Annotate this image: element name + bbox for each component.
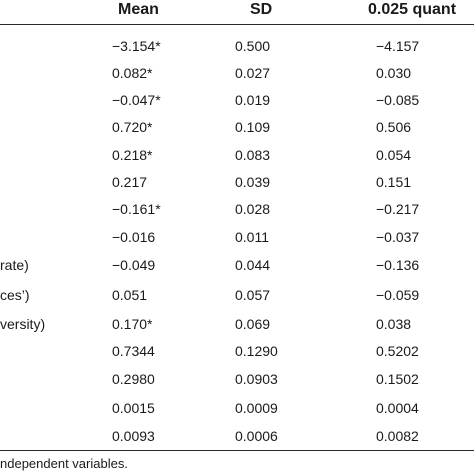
cell-mean: 0.7344 [112,343,155,359]
top-rule [0,24,474,25]
cell-quantile: 0.038 [376,316,412,332]
table-row: 0.2980 0.0903 0.1502 [0,365,474,393]
cell-mean: 0.2980 [112,371,155,387]
cell-mean: −0.161* [112,201,161,217]
cell-sd: 0.0006 [235,428,278,444]
cell-mean: −3.154* [112,38,161,54]
cell-quantile: 0.1502 [376,371,419,387]
table-row: 0.0015 0.0009 0.0004 [0,394,474,422]
cell-mean: 0.218* [112,147,153,163]
header-sd: SD [250,1,273,18]
bottom-rule [0,450,474,451]
cell-quantile: −0.059 [376,287,420,303]
table-row: −3.154* 0.500 −4.157 [0,32,474,60]
cell-quantile: 0.054 [376,147,412,163]
cell-sd: 0.011 [235,229,269,245]
table-row: 0.0093 0.0006 0.0082 [0,422,474,450]
cell-sd: 0.057 [235,287,271,303]
cell-sd: 0.083 [235,147,271,163]
cell-quantile: −0.085 [376,92,420,108]
cell-quantile: 0.151 [376,174,412,190]
cell-mean: −0.049 [112,257,156,273]
table-row: 0.7344 0.1290 0.5202 [0,337,474,365]
cell-quantile: −4.157 [376,38,420,54]
header-mean: Mean [118,1,159,18]
header-quantile: 0.025 quant [368,1,457,18]
table-row: −0.047* 0.019 −0.085 [0,86,474,114]
cell-quantile: 0.5202 [376,343,419,359]
cell-sd: 0.1290 [235,343,278,359]
cell-sd: 0.039 [235,174,271,190]
cell-quantile: −0.217 [376,201,420,217]
cell-sd: 0.044 [235,257,271,273]
cell-sd: 0.0903 [235,371,278,387]
row-label: versity) [0,316,46,332]
cell-quantile: −0.037 [376,229,420,245]
table-row: −0.161* 0.028 −0.217 [0,195,474,223]
table-row: versity) 0.170* 0.069 0.038 [0,310,474,338]
table-row: rate) −0.049 0.044 −0.136 [0,251,474,279]
cell-quantile: −0.136 [376,257,420,273]
cell-mean: 0.082* [112,65,153,81]
row-label: rate) [0,257,29,273]
cell-sd: 0.0009 [235,400,278,416]
cell-mean: 0.217 [112,174,148,190]
cell-mean: −0.016 [112,229,156,245]
cell-mean: 0.720* [112,119,153,135]
cell-mean: 0.051 [112,287,148,303]
table-row: ces’) 0.051 0.057 −0.059 [0,281,474,309]
cell-sd: 0.027 [235,65,271,81]
cell-sd: 0.019 [235,92,271,108]
table-row: 0.082* 0.027 0.030 [0,59,474,87]
cell-mean: 0.0015 [112,400,155,416]
cell-mean: −0.047* [112,92,161,108]
cell-sd: 0.109 [235,119,271,135]
cell-sd: 0.069 [235,316,271,332]
cell-mean: 0.0093 [112,428,155,444]
cell-sd: 0.028 [235,201,271,217]
cell-sd: 0.500 [235,38,271,54]
table-row: −0.016 0.011 −0.037 [0,223,474,251]
cell-quantile: 0.506 [376,119,412,135]
cell-quantile: 0.030 [376,65,412,81]
cell-quantile: 0.0004 [376,400,419,416]
cell-quantile: 0.0082 [376,428,419,444]
table-row: 0.217 0.039 0.151 [0,168,474,196]
table-row: 0.218* 0.083 0.054 [0,141,474,169]
row-label: ces’) [0,287,30,303]
cell-mean: 0.170* [112,316,153,332]
table-row: 0.720* 0.109 0.506 [0,113,474,141]
table-footnote: ndependent variables. [0,456,128,471]
